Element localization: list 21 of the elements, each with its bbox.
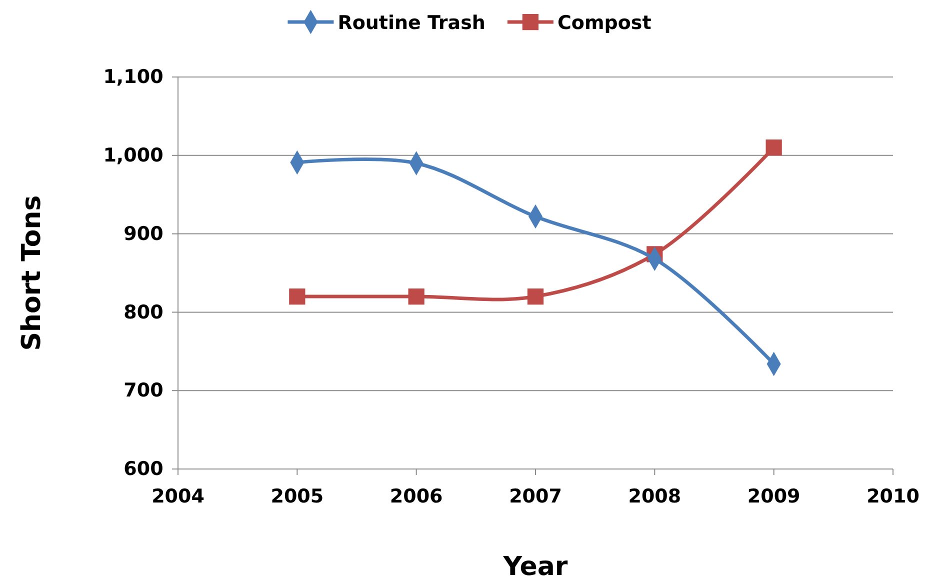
point [527,288,544,305]
x-tick-label: 2004 [152,486,204,508]
legend-label: Compost [557,12,652,34]
y-tick-label: 700 [124,380,164,402]
y-tick-label: 900 [124,222,164,245]
y-tick-label: 1,000 [103,144,164,166]
y-tick-label: 600 [124,458,164,480]
y-axis-title: Short Tons [17,195,47,351]
x-tick-label: 2010 [866,486,920,508]
x-tick-label: 2008 [628,486,682,508]
x-tick-label: 2009 [747,486,800,508]
y-tick-label: 800 [124,301,164,324]
x-tick-label: 2005 [270,486,324,508]
point [408,288,424,305]
y-tick-label: 1,100 [103,66,164,88]
point [289,288,306,305]
x-axis-title: Year [502,552,568,582]
legend-label: Routine Trash [338,12,486,34]
x-tick-label: 2007 [509,486,562,508]
point [766,140,782,156]
x-tick-label: 2006 [390,486,443,508]
